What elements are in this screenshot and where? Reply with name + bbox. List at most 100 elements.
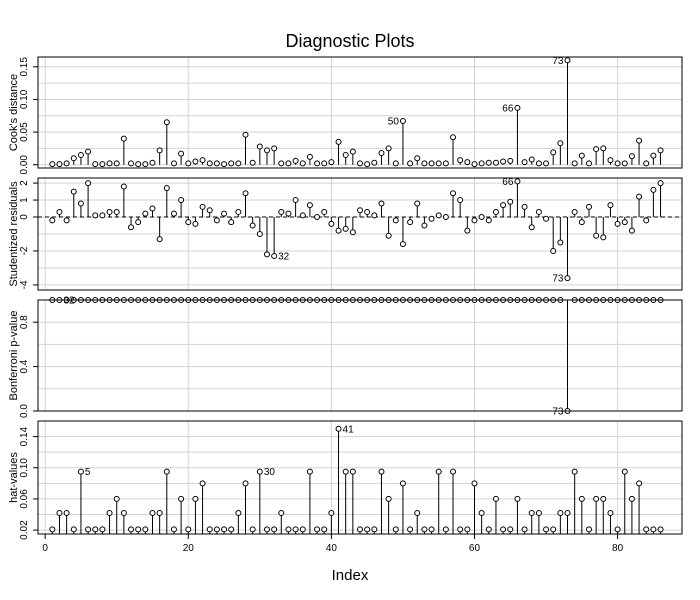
data-point	[521, 203, 528, 210]
data-point	[99, 161, 106, 168]
data-point	[492, 208, 499, 215]
data-point	[99, 212, 106, 219]
data-point	[342, 151, 349, 158]
data-point	[421, 222, 428, 229]
y-tick-label: 0.0	[19, 404, 30, 418]
data-point	[263, 526, 270, 533]
data-point	[399, 241, 406, 248]
x-tick-label: 60	[469, 543, 481, 554]
data-point	[113, 160, 120, 167]
chart-title: Diagnostic Plots	[285, 31, 414, 51]
point-label: 50	[388, 116, 400, 127]
data-point	[128, 526, 135, 533]
data-point	[113, 208, 120, 215]
data-point	[185, 160, 192, 167]
data-point	[364, 526, 371, 533]
data-point	[600, 234, 607, 241]
panel-frame	[37, 177, 683, 291]
x-tick-label: 20	[183, 543, 195, 554]
data-point	[364, 208, 371, 215]
data-point	[206, 526, 213, 533]
point-label: 32	[63, 296, 75, 307]
data-point	[128, 160, 135, 167]
data-point	[256, 231, 263, 237]
data-point	[371, 526, 378, 533]
data-point	[578, 219, 585, 226]
data-point	[650, 526, 657, 533]
data-point	[621, 468, 628, 475]
data-point	[235, 160, 242, 167]
data-point	[199, 480, 206, 487]
panel-frame	[37, 299, 683, 412]
data-point	[192, 495, 199, 502]
data-point	[56, 509, 63, 516]
y-tick-label: -4	[19, 280, 30, 289]
x-axis: 0 20 40 60 80	[42, 534, 624, 554]
data-point	[142, 526, 149, 533]
data-point	[521, 526, 528, 533]
data-point	[528, 156, 535, 163]
data-point	[128, 224, 135, 231]
y-tick-label: 0	[19, 214, 30, 220]
data-point	[435, 468, 442, 475]
data-point	[492, 159, 499, 166]
data-point	[621, 160, 628, 167]
data-point	[478, 509, 485, 516]
data-point	[242, 131, 249, 138]
point-label: 5	[85, 467, 91, 478]
data-point	[442, 160, 449, 167]
data-point	[135, 219, 142, 226]
data-point	[170, 526, 177, 533]
data-point	[92, 212, 99, 219]
data-point	[428, 215, 435, 222]
data-point	[92, 161, 99, 168]
data-point	[485, 217, 492, 224]
y-tick-label: 0.15	[19, 57, 30, 77]
data-point	[357, 207, 363, 214]
data-point	[249, 222, 256, 229]
data-point	[550, 149, 557, 156]
data-point	[450, 134, 457, 141]
data-point	[392, 217, 399, 224]
data-point	[485, 159, 492, 166]
data-point	[49, 161, 56, 168]
y-tick-label: 0.4	[19, 359, 30, 373]
data-point	[163, 119, 170, 126]
data-point	[242, 190, 249, 197]
data-point	[149, 205, 156, 212]
data-point	[507, 526, 514, 533]
data-point	[63, 160, 70, 167]
data-point	[636, 193, 643, 200]
data-point	[163, 468, 170, 475]
data-point	[385, 145, 392, 152]
data-point	[478, 214, 485, 221]
x-tick-label: 0	[42, 543, 48, 554]
data-point	[185, 219, 192, 226]
data-point	[228, 160, 235, 167]
data-point	[349, 148, 356, 155]
data-point	[271, 145, 278, 152]
data-point	[178, 495, 185, 502]
y-tick-label: 1	[19, 197, 30, 203]
y-tick-label: 0.05	[19, 122, 30, 142]
data-point	[242, 480, 249, 487]
point-label: 30	[264, 467, 276, 478]
data-point	[578, 152, 585, 159]
data-point	[507, 198, 514, 205]
data-point	[636, 480, 643, 487]
point-label: 73	[552, 407, 564, 418]
data-point	[278, 208, 285, 215]
data-point	[585, 160, 592, 167]
data-point	[471, 480, 478, 487]
data-point	[213, 217, 220, 224]
data-point	[657, 147, 664, 154]
data-point	[142, 210, 149, 217]
data-point	[92, 526, 99, 533]
y-axis: 0.00 0.05 0.10 0.15	[19, 57, 38, 174]
data-point	[371, 159, 378, 166]
data-point	[149, 159, 156, 166]
data-point	[170, 160, 177, 167]
data-point	[378, 200, 385, 207]
